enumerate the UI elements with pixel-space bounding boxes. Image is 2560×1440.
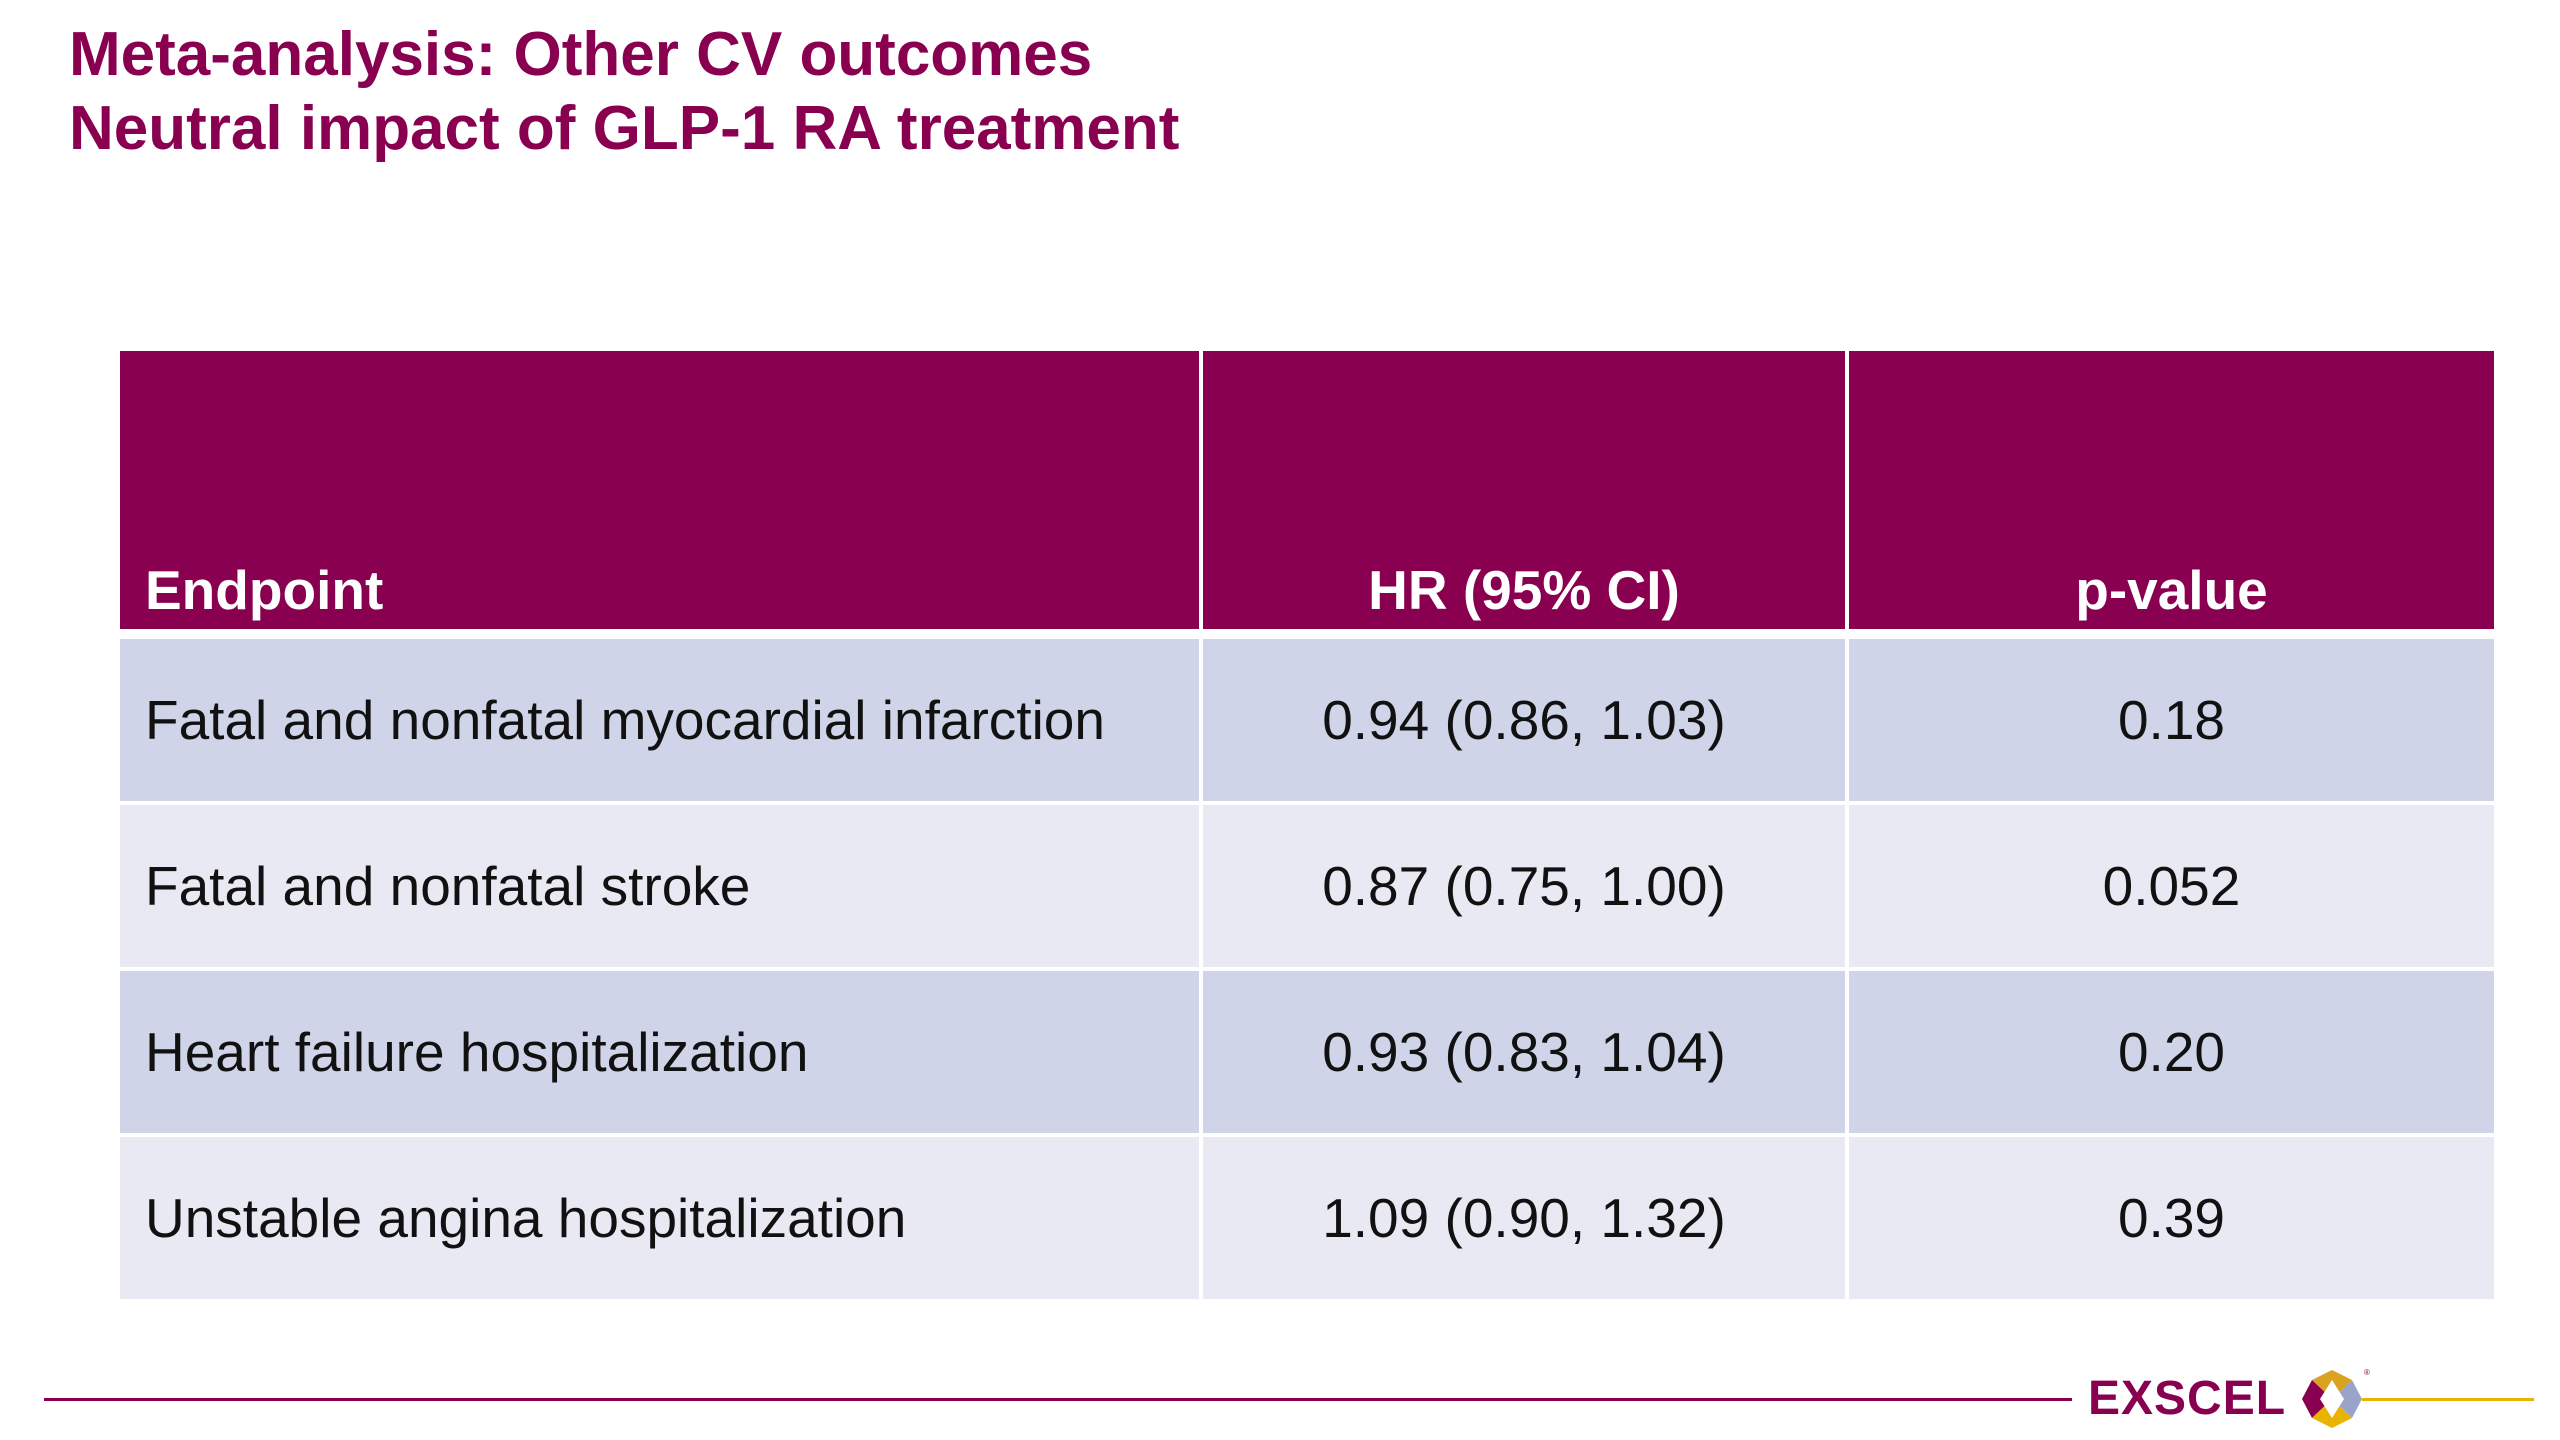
slide-title-line-2: Neutral impact of GLP-1 RA treatment [69, 94, 1180, 163]
p-value-cell: 0.39 [1849, 1137, 2494, 1303]
hr-ci-cell: 0.94 (0.86, 1.03) [1203, 639, 1849, 805]
hr-ci-cell: 0.87 (0.75, 1.00) [1203, 805, 1849, 971]
table-row: Heart failure hospitalization 0.93 (0.83… [120, 971, 2494, 1137]
footer-divider-left [44, 1398, 2072, 1401]
slide-title: Meta-analysis: Other CV outcomes Neutral… [69, 18, 1179, 166]
table-row: Unstable angina hospitalization 1.09 (0.… [120, 1137, 2494, 1303]
header-endpoint: Endpoint [120, 351, 1203, 639]
endpoint-cell: Heart failure hospitalization [120, 971, 1203, 1137]
table-row: Fatal and nonfatal stroke 0.87 (0.75, 1.… [120, 805, 2494, 971]
p-value-cell: 0.18 [1849, 639, 2494, 805]
p-value-cell: 0.20 [1849, 971, 2494, 1137]
hr-ci-cell: 0.93 (0.83, 1.04) [1203, 971, 1849, 1137]
table-row: Fatal and nonfatal myocardial infarction… [120, 639, 2494, 805]
endpoint-cell: Unstable angina hospitalization [120, 1137, 1203, 1303]
p-value-cell: 0.052 [1849, 805, 2494, 971]
exscel-logo-icon: ® [2302, 1368, 2370, 1428]
logo-text: EXSCEL [2088, 1372, 2287, 1425]
footer-divider-right [2362, 1398, 2534, 1401]
header-hr-ci: HR (95% CI) [1203, 351, 1849, 639]
endpoint-cell: Fatal and nonfatal myocardial infarction [120, 639, 1203, 805]
svg-text:®: ® [2364, 1368, 2370, 1377]
hr-ci-cell: 1.09 (0.90, 1.32) [1203, 1137, 1849, 1303]
outcomes-table: Endpoint HR (95% CI) p-value Fatal and n… [120, 351, 2494, 1303]
table-header-row: Endpoint HR (95% CI) p-value [120, 351, 2494, 639]
header-p-value: p-value [1849, 351, 2494, 639]
exscel-logo: EXSCEL ® [2088, 1364, 2370, 1434]
slide-title-line-1: Meta-analysis: Other CV outcomes [69, 20, 1093, 89]
endpoint-cell: Fatal and nonfatal stroke [120, 805, 1203, 971]
